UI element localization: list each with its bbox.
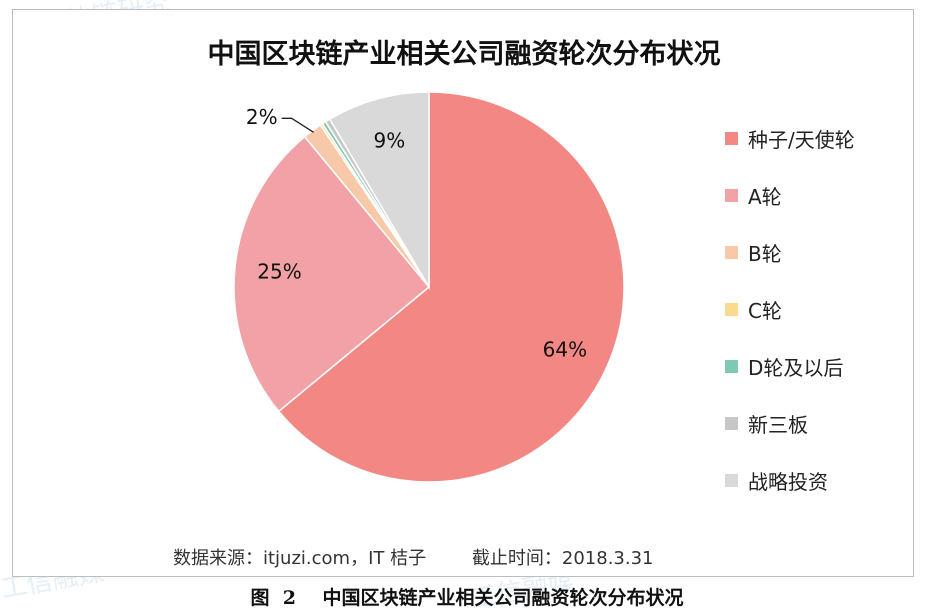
legend-swatch [725, 132, 738, 145]
legend-item-2: B轮 [725, 224, 855, 281]
legend-label: 新三板 [748, 413, 808, 437]
leader-line [281, 117, 314, 133]
pie-chart: 64% 25% 2% 9% [233, 91, 625, 483]
figure-caption: 图 2 中国区块链产业相关公司融资轮次分布状况 [250, 587, 684, 609]
legend-item-3: C轮 [725, 281, 855, 338]
data-label: 9% [374, 129, 406, 153]
pie-slice-1 [233, 135, 431, 413]
data-label: 64% [543, 337, 587, 361]
legend-swatch [725, 303, 738, 316]
legend-item-4: D轮及以后 [725, 338, 855, 395]
chart-title: 中国区块链产业相关公司融资轮次分布状况 [207, 39, 721, 70]
chart-legend: 种子/天使轮 A轮 B轮 C轮 D轮及以后新三板战略投资 [725, 110, 855, 509]
legend-label: B轮 [748, 242, 782, 266]
legend-label: 战略投资 [748, 470, 828, 494]
pie-slice-6 [328, 91, 430, 290]
legend-label: C轮 [748, 299, 782, 323]
legend-swatch [725, 360, 738, 373]
legend-swatch [725, 189, 738, 202]
source-note: 数据来源：itjuzi.com，IT 桔子 截止时间：2018.3.31 [173, 548, 654, 569]
legend-item-0: 种子/天使轮 [725, 110, 855, 167]
chart-frame: 中国区块链产业相关公司融资轮次分布状况 64% 25% 2% 9% 种子/天使轮 A轮 B… [12, 9, 914, 577]
legend-swatch [725, 474, 738, 487]
legend-swatch [725, 246, 738, 259]
legend-item-5: 新三板 [725, 395, 855, 452]
legend-item-6: 战略投资 [725, 452, 855, 509]
legend-label: 种子/天使轮 [748, 128, 855, 152]
legend-swatch [725, 417, 738, 430]
legend-label: D轮及以后 [748, 356, 844, 380]
data-label: 2% [246, 105, 278, 129]
legend-label: A轮 [748, 185, 782, 209]
legend-item-1: A轮 [725, 167, 855, 224]
pie-slice-0 [277, 91, 625, 483]
data-label: 25% [257, 259, 301, 283]
